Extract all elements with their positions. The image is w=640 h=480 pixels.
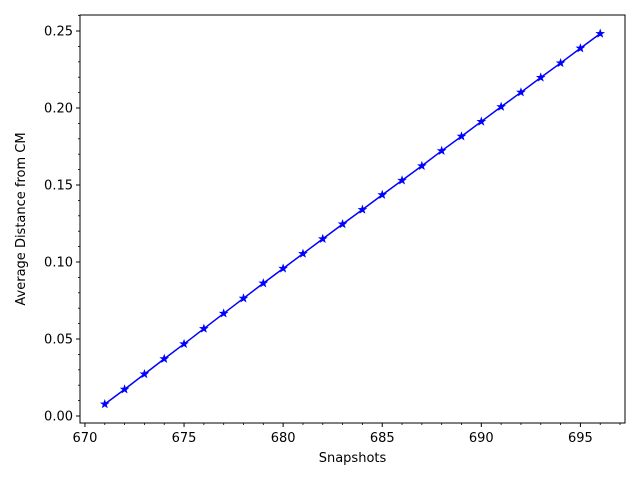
x-tick-label: 690: [469, 431, 494, 446]
data-point-marker: [417, 160, 427, 171]
x-tick-label: 680: [271, 431, 296, 446]
y-tick-label: 0.10: [44, 256, 73, 271]
y-tick-label: 0.05: [44, 332, 73, 347]
x-tick-label: 685: [370, 431, 395, 446]
data-point-marker: [397, 175, 407, 185]
data-point-marker: [119, 384, 130, 394]
data-point-marker: [159, 353, 170, 363]
data-point-marker: [139, 369, 150, 379]
x-tick-label: 695: [568, 431, 593, 446]
data-point-marker: [298, 248, 308, 258]
data-point-marker: [476, 116, 487, 126]
data-point-marker: [337, 219, 348, 229]
y-tick-label: 0.15: [44, 179, 73, 194]
plot-frame: [79, 14, 626, 424]
x-tick-label: 670: [73, 431, 98, 446]
data-point-marker: [199, 323, 209, 333]
y-tick-label: 0.25: [44, 25, 73, 40]
data-point-marker: [357, 204, 368, 214]
data-point-marker: [317, 233, 328, 244]
y-tick-label: 0.20: [44, 102, 73, 117]
data-point-marker: [555, 57, 566, 68]
data-point-marker: [278, 263, 288, 273]
data-point-marker: [179, 338, 189, 349]
data-point-marker: [575, 43, 586, 53]
axes-layer: 670 675 680 685 690 695 0.00 0.05 0.10 0.15 0.20 0.…: [44, 14, 626, 446]
y-axis-label: Average Distance from CM: [14, 132, 29, 305]
data-point-marker: [595, 28, 606, 38]
y-tick-label: 0.00: [44, 409, 73, 424]
data-point-marker: [238, 293, 249, 303]
data-point-marker: [436, 145, 447, 155]
x-tick-label: 675: [172, 431, 197, 446]
data-point-marker: [516, 87, 526, 97]
data-point-marker: [377, 189, 388, 199]
data-point-marker: [258, 278, 269, 288]
series-layer: [99, 28, 606, 409]
data-point-marker: [496, 101, 506, 111]
data-point-marker: [99, 399, 110, 409]
data-point-marker: [535, 72, 546, 82]
data-point-marker: [218, 308, 229, 318]
series-line: [104, 33, 601, 405]
x-axis-label: Snapshots: [319, 451, 387, 466]
data-point-marker: [456, 131, 467, 141]
